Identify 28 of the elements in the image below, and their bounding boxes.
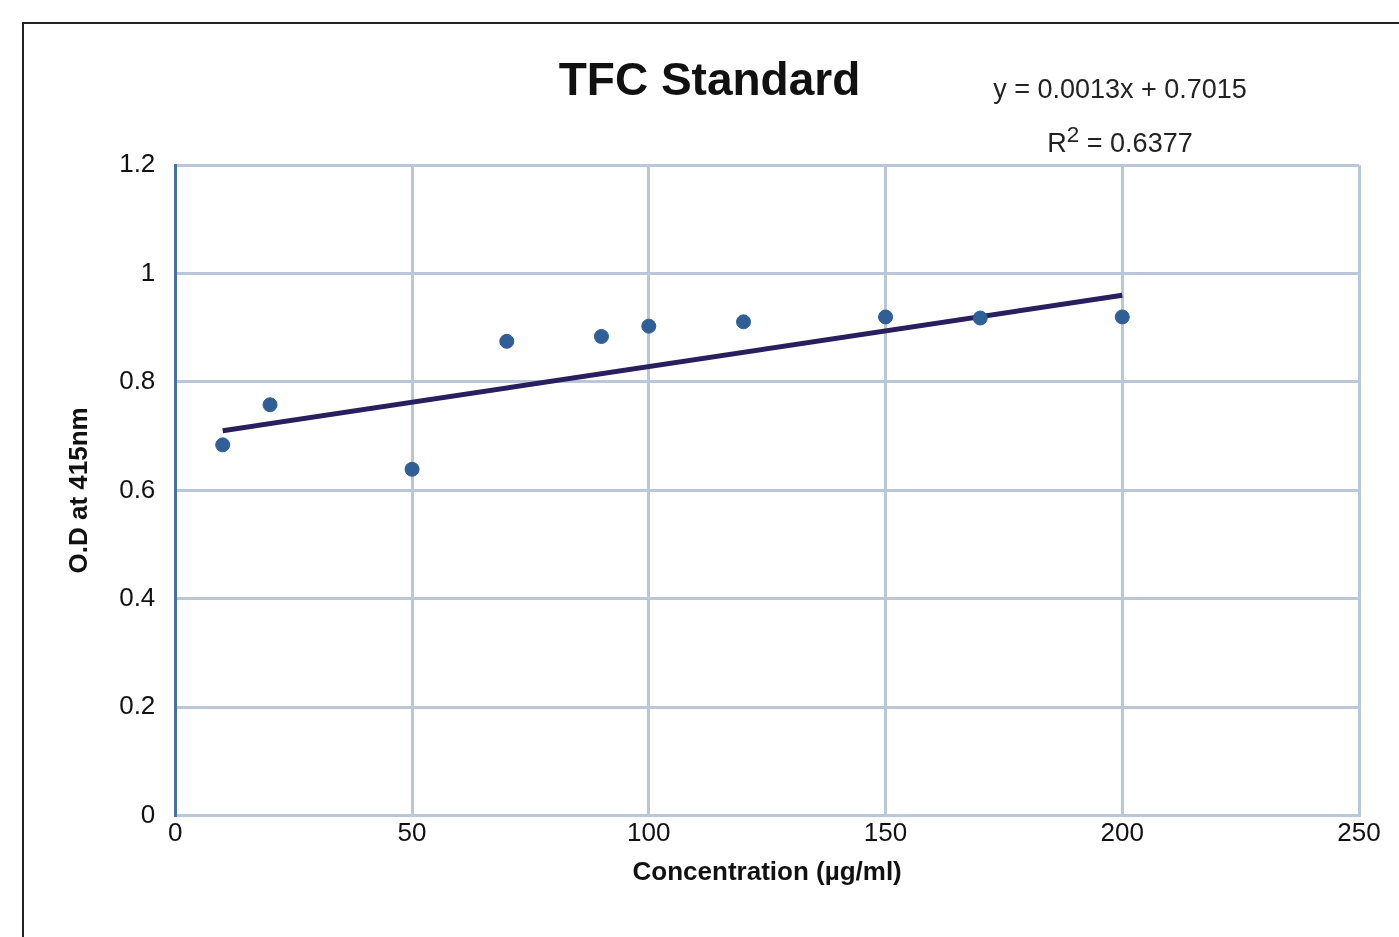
y-tick-label: 0.8 [119, 365, 156, 396]
x-tick-label: 0 [168, 817, 183, 848]
text: R$^{2}$ = 0.6377 [1046, 121, 1194, 160]
y-tick-label: 0.4 [119, 581, 156, 612]
x-axis-title: Concentration (µg/ml) [632, 855, 902, 886]
point [972, 310, 988, 326]
y-axis-title: O.D at 415nm [62, 407, 93, 574]
text: y = 0.0013x + 0.7015 [992, 73, 1248, 106]
point [262, 397, 278, 413]
y-tick-label: 0.6 [119, 473, 156, 504]
point [499, 333, 515, 349]
point [1114, 309, 1130, 325]
point [215, 437, 231, 453]
x-tick-label: 150 [863, 817, 908, 848]
x-tick-label: 50 [397, 817, 427, 848]
y-tick-label: 0 [140, 798, 156, 829]
point [593, 328, 609, 344]
chart-title: TFC Standard [558, 53, 861, 106]
point [878, 309, 894, 325]
x-tick-label: 250 [1337, 817, 1381, 848]
point [404, 461, 420, 477]
point [736, 314, 751, 330]
y-tick-label: 1 [140, 256, 156, 287]
y-tick-label: 0.2 [119, 690, 156, 721]
point [641, 318, 657, 334]
x-tick-label: 200 [1100, 817, 1144, 848]
y-tick-label: 1.2 [119, 148, 156, 179]
x-tick-label: 100 [627, 817, 671, 848]
